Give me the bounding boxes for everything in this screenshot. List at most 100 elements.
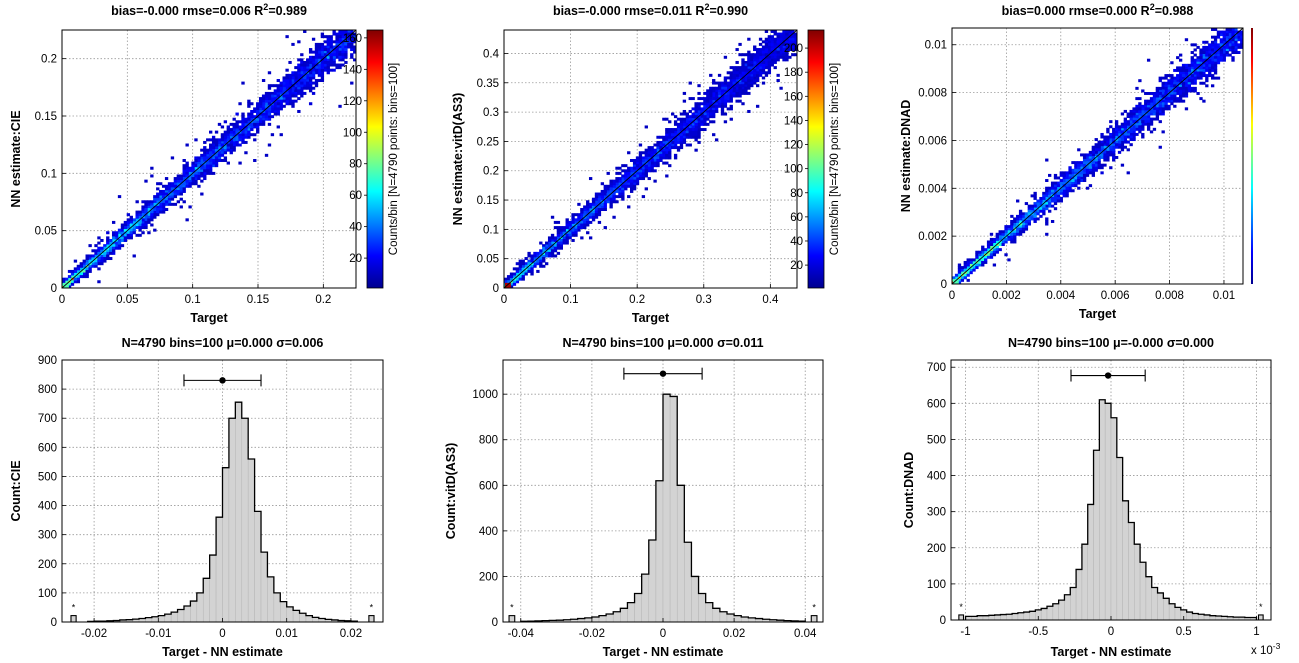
density-bin	[556, 228, 561, 232]
density-bin	[574, 233, 578, 237]
density-bin	[1007, 227, 1011, 231]
density-bin	[1138, 107, 1142, 111]
density-bin	[1141, 104, 1145, 108]
density-bin	[650, 161, 654, 165]
density-bin	[150, 205, 154, 209]
density-bin	[285, 94, 289, 98]
density-bin	[1234, 40, 1238, 44]
density-bin	[306, 86, 310, 90]
density-bin	[785, 58, 789, 62]
density-bin	[1071, 161, 1075, 165]
density-bin	[153, 228, 157, 232]
density-bin	[1167, 74, 1171, 78]
density-bin	[203, 159, 207, 162]
density-bin	[539, 241, 543, 245]
density-bin	[241, 138, 245, 142]
density-bin	[303, 79, 307, 82]
density-bin	[1129, 122, 1133, 126]
density-bin	[1059, 179, 1063, 182]
density-bin	[671, 112, 675, 116]
density-bin	[1088, 166, 1093, 170]
density-bin	[1146, 117, 1151, 121]
density-bin	[1146, 127, 1151, 131]
density-bin	[300, 79, 304, 82]
density-bin	[311, 76, 316, 80]
density-bin	[1007, 230, 1011, 234]
density-bin	[512, 272, 517, 276]
density-bin	[226, 161, 230, 165]
density-bin	[1129, 109, 1133, 113]
density-bin	[338, 66, 342, 70]
density-bin	[250, 112, 254, 116]
density-bin	[1146, 102, 1151, 106]
density-bin	[1219, 43, 1224, 47]
density-bin	[624, 177, 628, 181]
density-bin	[1018, 232, 1023, 236]
density-bin	[285, 99, 289, 103]
density-bin	[957, 271, 962, 275]
density-bin	[694, 133, 698, 137]
density-bin	[738, 91, 742, 95]
density-bin	[706, 89, 710, 93]
colorbar-tick-label: 140	[784, 115, 803, 127]
density-bin	[191, 174, 195, 178]
density-bin	[300, 94, 304, 98]
density-bin	[164, 184, 169, 188]
density-bin	[960, 271, 965, 275]
density-bin	[1187, 89, 1192, 93]
density-bin	[524, 272, 528, 276]
density-bin	[1045, 189, 1049, 193]
density-bin	[1213, 56, 1218, 60]
density-bin	[1094, 145, 1098, 149]
density-bin	[957, 266, 962, 270]
density-bin	[963, 273, 967, 277]
density-bin	[550, 251, 555, 255]
density-bin	[632, 161, 637, 165]
density-bin	[656, 159, 660, 162]
density-bin	[1062, 186, 1066, 190]
density-bin	[1161, 94, 1165, 98]
density-bin	[530, 259, 534, 263]
density-bin	[1065, 189, 1069, 193]
density-bin	[969, 268, 973, 272]
density-bin	[244, 120, 248, 124]
density-bin	[232, 138, 236, 142]
density-bin	[323, 45, 327, 49]
density-bin	[214, 164, 219, 168]
density-bin	[326, 68, 330, 72]
density-bin	[270, 97, 275, 101]
density-bin	[241, 115, 245, 119]
density-bin	[682, 140, 687, 144]
density-bin	[1173, 97, 1177, 101]
density-bin	[638, 156, 643, 160]
density-bin	[303, 84, 307, 88]
density-bin	[1190, 68, 1194, 72]
density-bin	[100, 259, 104, 263]
density-bin	[995, 250, 999, 254]
density-bin	[700, 97, 704, 101]
density-bin	[1161, 92, 1165, 95]
density-bin	[512, 275, 517, 279]
density-bin	[1199, 97, 1203, 101]
density-bin	[270, 107, 275, 111]
density-bin	[338, 50, 342, 54]
density-bin	[1210, 66, 1215, 70]
density-bin	[1114, 120, 1119, 124]
density-bin	[308, 71, 313, 75]
density-bin	[729, 79, 733, 82]
density-bin	[244, 130, 248, 134]
density-bin	[580, 213, 584, 217]
density-bin	[167, 200, 172, 204]
density-bin	[209, 151, 213, 155]
density-bin	[1100, 163, 1104, 167]
density-bin	[732, 89, 736, 93]
density-bin	[791, 48, 795, 52]
x-axis-label: Target - NN estimate	[162, 645, 283, 659]
density-bin	[767, 42, 772, 46]
density-bin	[1045, 217, 1049, 221]
density-bin	[1080, 173, 1084, 177]
density-bin	[1120, 122, 1125, 126]
density-bin	[1187, 79, 1192, 83]
histogram-bar	[740, 616, 749, 622]
density-bin	[591, 205, 596, 209]
